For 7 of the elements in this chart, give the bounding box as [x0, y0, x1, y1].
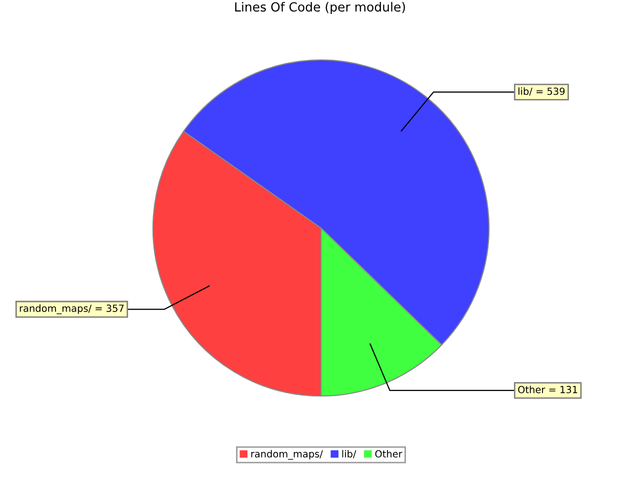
legend-label: lib/ — [342, 450, 356, 458]
data-label: lib/ = 539 — [518, 87, 565, 96]
data-label: random_maps/ = 357 — [20, 304, 124, 314]
chart-title: Lines Of Code (per module) — [235, 2, 405, 14]
data-label: Other = 131 — [518, 386, 578, 394]
legend-label: Other — [375, 450, 402, 458]
legend-label: random_maps/ — [251, 450, 323, 460]
